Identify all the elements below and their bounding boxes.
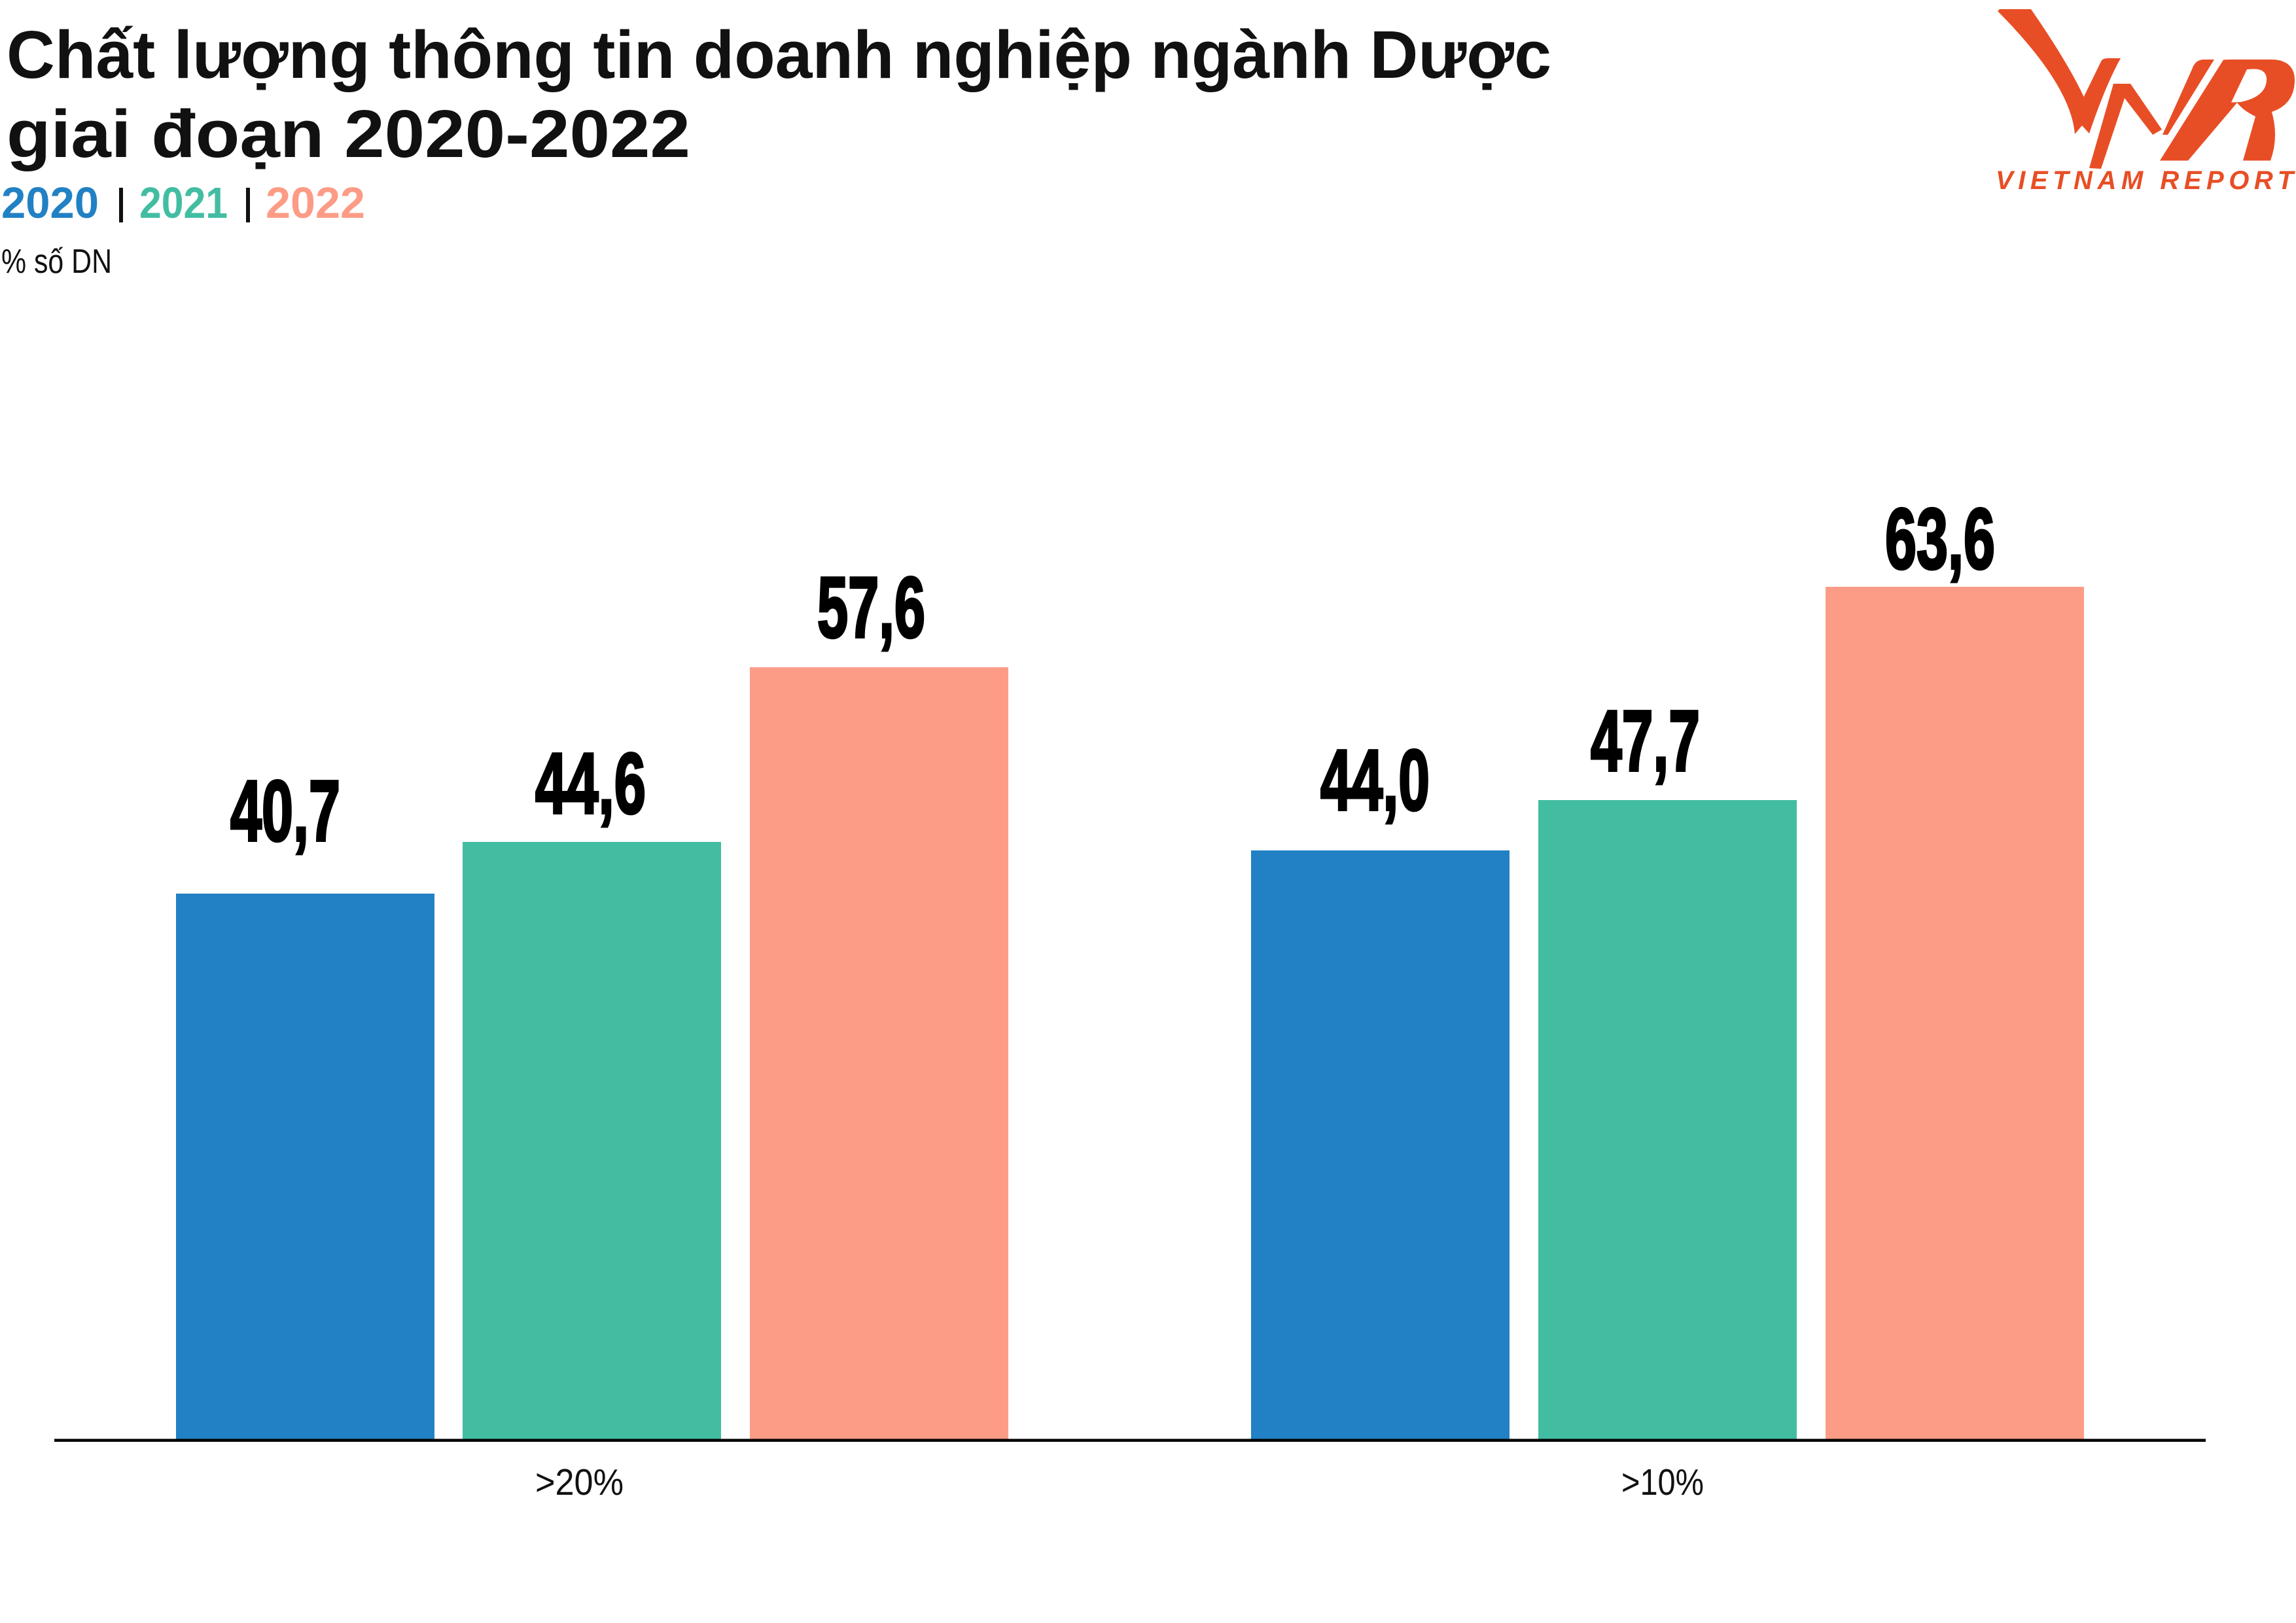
svg-text:63,6: 63,6 (1885, 491, 1995, 587)
svg-text:47,7: 47,7 (1591, 693, 1700, 789)
svg-text:% số DN: % số DN (1, 243, 112, 281)
svg-text:44,0: 44,0 (1320, 732, 1430, 828)
svg-text:2021: 2021 (139, 179, 228, 228)
svg-text:>10%: >10% (1621, 1461, 1704, 1503)
svg-text:40,7: 40,7 (230, 763, 340, 859)
svg-text:Chất lượng thông tin doanh ngh: Chất lượng thông tin doanh nghiệp ngành … (7, 17, 1551, 92)
svg-text:44,6: 44,6 (535, 735, 646, 831)
svg-text:>20%: >20% (535, 1461, 624, 1503)
svg-text:57,6: 57,6 (817, 559, 925, 655)
svg-text:2022: 2022 (266, 179, 365, 228)
svg-text:giai đoạn 2020-2022: giai đoạn 2020-2022 (7, 96, 690, 171)
svg-text:2020: 2020 (1, 179, 99, 228)
